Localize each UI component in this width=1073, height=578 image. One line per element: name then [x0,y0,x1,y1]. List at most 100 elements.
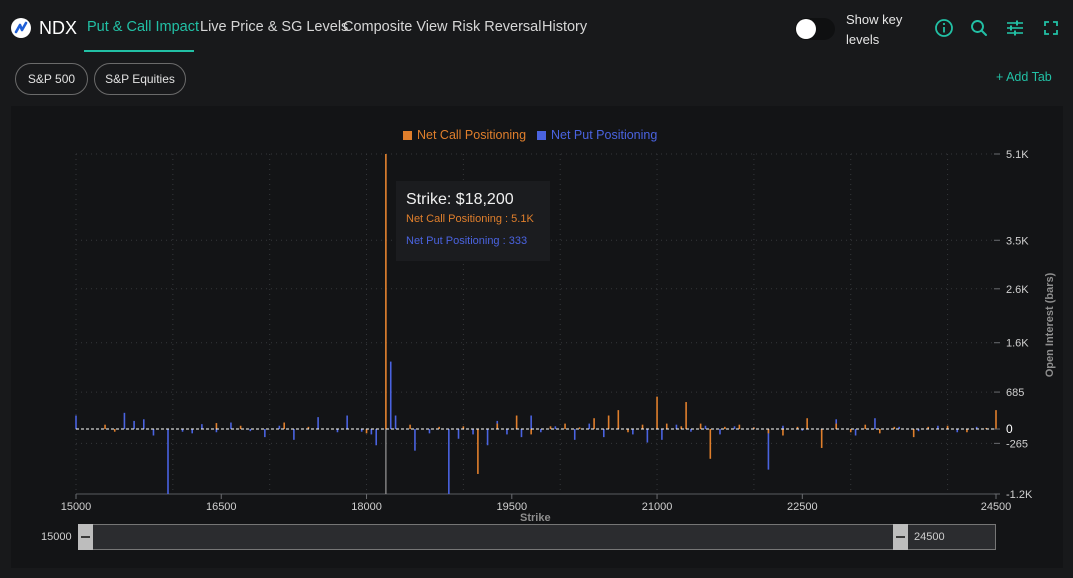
call-bar [966,429,968,433]
chart-tooltip: Strike: $18,200 Net Call Positioning : 5… [396,181,550,261]
put-bar [472,429,474,435]
call-bar [665,423,668,429]
call-bar [496,423,499,429]
put-bar [123,412,126,429]
y-tick-label: 5.1K [1006,149,1029,161]
call-bar [782,429,784,436]
legend-call-label: Net Call Positioning [417,128,527,142]
call-bar [985,427,988,429]
put-bar [336,429,339,433]
put-bar [264,429,266,438]
call-bar [796,426,799,429]
call-bar [564,423,566,429]
y-axis-title-text: Open Interest (bars) [1044,272,1056,378]
call-bar [927,426,930,429]
show-key-levels-label: Show key levels [846,12,903,47]
call-bar [462,426,465,429]
put-bar [661,429,663,440]
x-tick-label: 18000 [351,501,382,513]
put-bar [937,425,939,429]
x-tick-label: 21000 [642,501,673,513]
put-bar [389,361,392,429]
active-tab-indicator [84,50,194,52]
put-bar [167,429,169,494]
x-axis-title: Strike [520,512,551,524]
put-bar [230,422,232,429]
x-tick-label: 24500 [981,501,1012,513]
call-bar [365,429,368,434]
put-bar [704,425,707,429]
tab-risk-reversal[interactable]: Risk Reversal [452,19,542,35]
y-tick-label: 1.6K [1006,338,1029,350]
call-bar [617,410,620,429]
legend-call-swatch [403,130,412,140]
pill-sp-equities[interactable]: S&P Equities [94,63,186,95]
tab-history[interactable]: History [542,19,588,35]
legend-net-call[interactable]: Net Call Positioning [403,128,526,142]
put-bar [540,429,542,433]
call-bar [515,415,518,429]
put-bar [675,424,678,429]
put-bar [486,429,489,446]
put-bar [191,429,194,434]
put-bar [801,429,804,431]
put-bar [719,429,721,435]
legend-net-put[interactable]: Net Put Positioning [537,128,657,142]
put-bar [215,429,218,433]
put-bar [975,426,978,429]
call-bar [530,429,532,435]
y-tick-label: -1.2K [1006,489,1033,501]
tab-put-call-impact[interactable]: Put & Call Impact [87,19,200,35]
put-bar [346,415,348,429]
show-key-levels-toggle[interactable] [795,18,835,40]
add-tab-button[interactable]: + Add Tab [996,70,1052,84]
call-bar [849,429,852,433]
tab-live-price-sg-levels[interactable]: Live Price & SG Levels [200,19,349,35]
call-bar [239,425,242,429]
tab-composite-view[interactable]: Composite View [343,19,448,35]
put-bar [767,429,770,470]
put-bar [646,429,649,443]
call-bar [438,426,440,429]
x-tick-label: 22500 [787,501,818,513]
call-bar [656,396,658,429]
call-bar [641,424,644,429]
brand-title: NDX [39,18,78,38]
call-bar [835,423,838,429]
range-slider-track[interactable] [79,524,996,550]
call-bar [578,427,581,429]
put-bar [317,417,319,429]
call-bar [680,426,683,429]
call-bar [593,418,595,429]
sliders-icon[interactable] [1005,18,1025,38]
call-bar [283,422,286,429]
put-bar [293,429,295,440]
put-bar [249,429,252,432]
put-bar [520,429,523,438]
put-bar [360,429,363,432]
put-bar [201,424,203,429]
put-bar [854,429,857,436]
call-bar [912,429,915,438]
toggle-knob [796,19,816,39]
range-handle-right[interactable] [893,524,908,550]
y-tick-label: 3.5K [1006,235,1029,247]
call-bar [699,423,702,429]
range-handle-left[interactable] [78,524,93,550]
call-bar [385,154,387,429]
info-icon[interactable] [934,18,954,38]
call-bar [995,410,997,429]
put-bar [75,415,77,429]
y-tick-label: 0 [1006,422,1013,436]
put-bar [573,429,576,440]
x-tick-label: 15000 [61,501,92,513]
put-bar [898,426,900,429]
put-bar [133,420,135,429]
search-icon[interactable] [969,18,989,38]
put-bar [690,429,692,432]
pill-sp500[interactable]: S&P 500 [15,63,88,95]
expand-icon[interactable] [1041,18,1061,38]
call-bar [767,429,770,434]
put-bar [448,429,450,494]
